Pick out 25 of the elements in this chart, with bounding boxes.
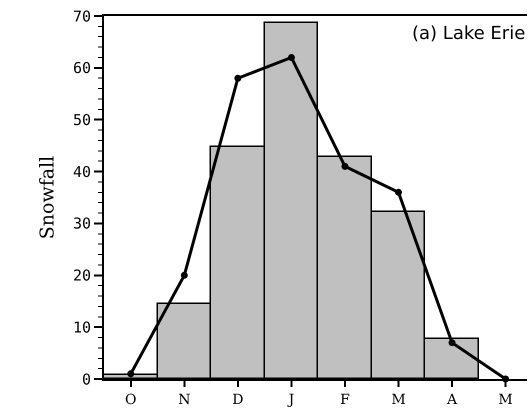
y-axis-title: Snowfall: [36, 156, 58, 240]
x-tick-label: A: [446, 392, 458, 408]
x-tick-label: F: [340, 392, 350, 408]
point: [288, 54, 295, 61]
y-tick-label: 0: [82, 370, 91, 388]
annotation: (a) Lake Erie: [412, 23, 526, 44]
point: [180, 272, 188, 279]
x-tick-label: D: [232, 392, 244, 408]
y-tick-label: 10: [72, 318, 91, 336]
point: [394, 188, 402, 196]
y-tick-label: 30: [72, 214, 91, 233]
x-tick-label: N: [178, 392, 190, 408]
y-tick-label: 40: [72, 162, 91, 181]
x-tick-label: O: [125, 392, 137, 408]
x-tick-label: M: [391, 392, 406, 408]
x-tick-label: J: [286, 392, 294, 408]
point: [234, 74, 242, 82]
x-tick-label: M: [498, 392, 513, 408]
point: [448, 339, 456, 346]
y-tick-label: 50: [72, 110, 91, 129]
y-tick-label: 70: [72, 7, 91, 26]
point: [127, 370, 134, 378]
y-tick-label: 20: [72, 266, 91, 285]
y-tick-label: 60: [72, 59, 91, 78]
point: [341, 162, 348, 170]
